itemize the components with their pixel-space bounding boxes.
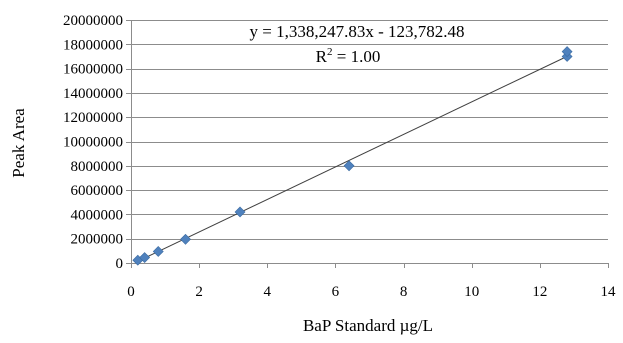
y-tick-label: 8000000 bbox=[71, 159, 124, 175]
trendline-group bbox=[137, 55, 568, 262]
data-point bbox=[139, 252, 151, 263]
y-tick-label: 2000000 bbox=[71, 232, 124, 248]
data-point bbox=[561, 46, 573, 58]
r-squared-superscript: 2 bbox=[327, 46, 333, 58]
y-tick-label: 16000000 bbox=[63, 62, 123, 78]
x-tick-labels: 0 2 4 6 8 10 12 14 bbox=[127, 284, 616, 300]
y-tick-label: 0 bbox=[116, 256, 124, 272]
y-tick-label: 10000000 bbox=[63, 135, 123, 151]
data-points bbox=[132, 46, 573, 266]
x-tick-label: 2 bbox=[195, 284, 203, 300]
x-tick-label: 14 bbox=[601, 284, 617, 300]
data-point bbox=[180, 233, 191, 245]
y-tick-label: 6000000 bbox=[71, 183, 124, 199]
y-tick-label: 14000000 bbox=[63, 86, 123, 102]
y-tick-label: 20000000 bbox=[63, 13, 123, 29]
y-tick-labels: 0 2000000 4000000 6000000 8000000 10000000 120… bbox=[63, 13, 123, 272]
data-point bbox=[343, 160, 355, 172]
x-axis-title: BaP Standard µg/L bbox=[303, 316, 433, 335]
x-tick-label: 4 bbox=[264, 284, 272, 300]
y-tick-label: 12000000 bbox=[63, 110, 123, 126]
x-tick-label: 0 bbox=[127, 284, 135, 300]
trendline bbox=[137, 55, 568, 262]
trendline-equation: y = 1,338,247.83x - 123,782.48 bbox=[250, 22, 465, 41]
y-tick-label: 18000000 bbox=[63, 37, 123, 53]
y-axis-title: Peak Area bbox=[9, 108, 28, 178]
r-squared-value: = 1.00 bbox=[333, 47, 381, 66]
data-point bbox=[152, 246, 164, 257]
x-tick-label: 6 bbox=[332, 284, 340, 300]
r-squared-label: R2 = 1.00 bbox=[316, 46, 381, 66]
data-point bbox=[234, 206, 246, 218]
x-tick-label: 8 bbox=[400, 284, 408, 300]
x-tick-label: 12 bbox=[532, 284, 547, 300]
r-squared-prefix: R bbox=[316, 47, 328, 66]
gridlines bbox=[131, 20, 608, 240]
x-tick-label: 10 bbox=[464, 284, 479, 300]
axes bbox=[126, 20, 609, 268]
y-tick-label: 4000000 bbox=[71, 207, 124, 223]
